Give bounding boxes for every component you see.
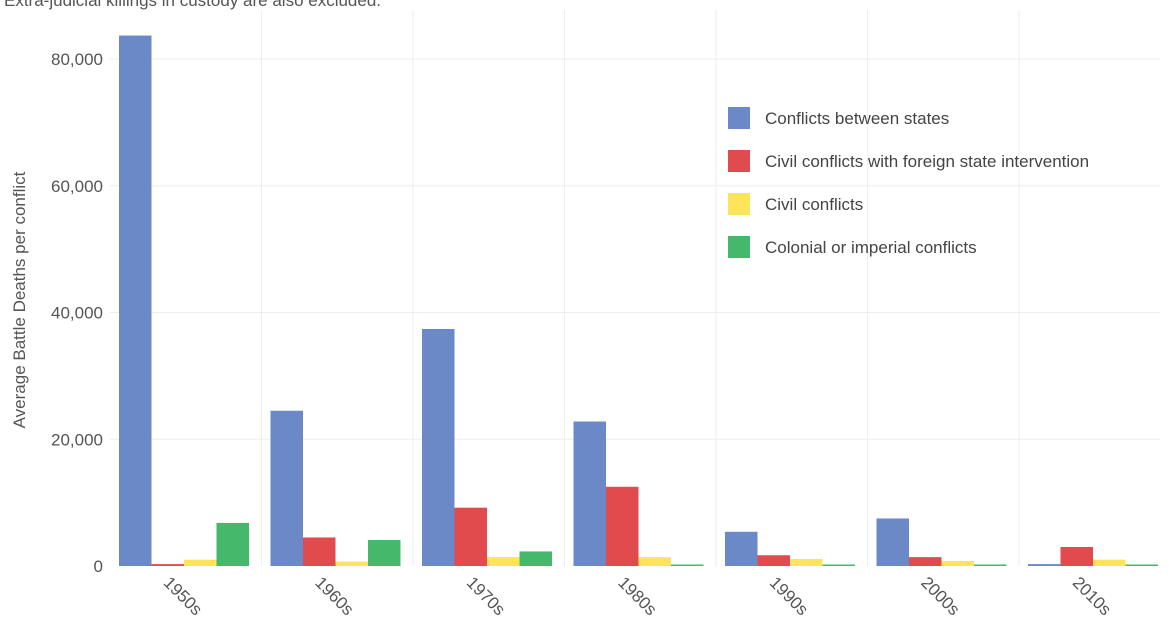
bar [1125, 564, 1158, 566]
x-tick-label: 1970s [463, 573, 509, 619]
bar [422, 328, 455, 566]
legend-swatch [728, 236, 750, 258]
legend-label: Civil conflicts with foreign state inter… [765, 152, 1089, 171]
bar [151, 564, 184, 566]
legend: Conflicts between states Civil conflicts … [728, 107, 1089, 258]
x-tick-label: 1990s [766, 573, 812, 619]
bar [876, 518, 909, 566]
y-tick-label: 20,000 [51, 430, 103, 449]
bar [454, 507, 487, 566]
legend-swatch [728, 107, 750, 129]
bar [1028, 564, 1061, 566]
bar [487, 557, 520, 566]
bar [1060, 546, 1093, 566]
bar [1093, 559, 1126, 566]
bar [303, 537, 336, 566]
bar [671, 564, 704, 566]
bar [909, 557, 942, 566]
bar [941, 560, 974, 566]
legend-label: Conflicts between states [765, 109, 949, 128]
y-axis-label: Average Battle Deaths per conflict [10, 171, 29, 428]
bar [573, 421, 606, 566]
legend-swatch [728, 150, 750, 172]
bar [638, 557, 671, 566]
bar [822, 564, 855, 566]
bar [757, 555, 790, 566]
bar [335, 561, 368, 566]
x-tick-label: 2010s [1069, 573, 1115, 619]
y-tick-label: 0 [94, 557, 103, 576]
y-tick-label: 80,000 [51, 50, 103, 69]
bar [519, 551, 552, 566]
bar [270, 410, 303, 566]
legend-label: Civil conflicts [765, 195, 863, 214]
x-axis: 1950s 1960s 1970s 1980s 1990s 2000s 2010s [160, 573, 1115, 619]
bar [119, 35, 152, 566]
bar [790, 559, 823, 566]
bar [606, 486, 639, 566]
chart-note: Extra-judicial killings in custody are a… [4, 0, 382, 10]
grid [110, 10, 1160, 566]
x-tick-label: 1980s [614, 573, 660, 619]
y-axis: 0 20,000 40,000 60,000 80,000 [51, 50, 103, 576]
bar [725, 531, 758, 566]
bar [184, 559, 217, 566]
bar [216, 522, 249, 566]
bar [368, 540, 401, 566]
bars [119, 35, 1158, 566]
legend-label: Colonial or imperial conflicts [765, 238, 977, 257]
y-tick-label: 40,000 [51, 304, 103, 323]
x-tick-label: 1950s [160, 573, 206, 619]
y-tick-label: 60,000 [51, 177, 103, 196]
legend-swatch [728, 193, 750, 215]
x-tick-label: 1960s [311, 573, 357, 619]
x-tick-label: 2000s [917, 573, 963, 619]
bar [974, 564, 1007, 566]
